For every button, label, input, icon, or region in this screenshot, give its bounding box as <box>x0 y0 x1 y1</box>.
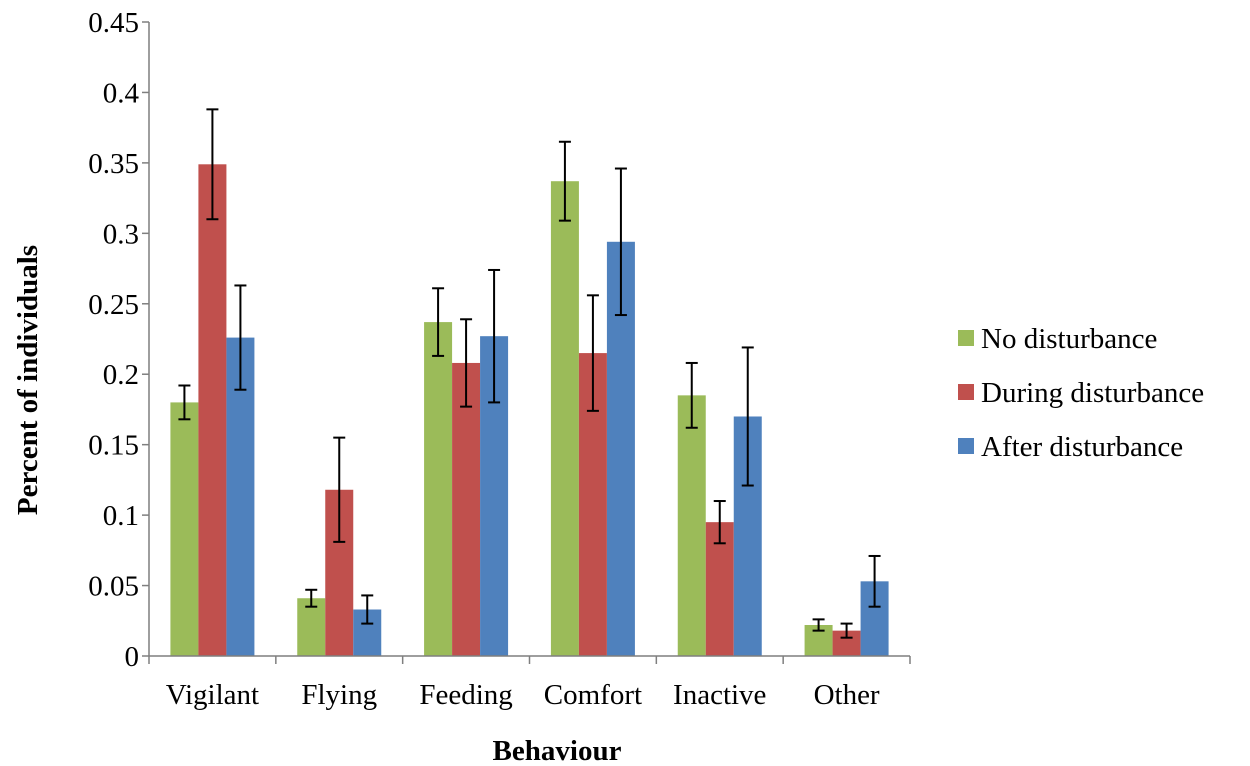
x-tick-label-feeding: Feeding <box>419 679 512 711</box>
error-bar-flying-1 <box>333 436 346 543</box>
bar-inactive-1 <box>705 522 734 656</box>
y-tick-label: 0 <box>125 641 140 673</box>
x-axis-title: Behaviour <box>493 735 622 766</box>
y-tick-label: 0.3 <box>103 218 139 250</box>
legend-item-0: No disturbance <box>958 323 1157 355</box>
legend-item-2: After disturbance <box>958 431 1183 463</box>
error-bars-layer <box>178 108 881 639</box>
bar-feeding-1 <box>452 362 481 656</box>
x-tick-label-comfort: Comfort <box>544 679 642 711</box>
bar-vigilant-1 <box>198 164 227 656</box>
legend-label: No disturbance <box>981 323 1157 355</box>
x-tick-label-inactive: Inactive <box>673 679 766 711</box>
error-bar-inactive-1 <box>713 500 726 545</box>
bar-comfort-0 <box>550 181 579 656</box>
error-bar-comfort-0 <box>558 140 571 222</box>
y-tick-label: 0.4 <box>103 77 140 109</box>
error-bar-other-1 <box>840 622 853 639</box>
y-axis-title: Percent of individuals <box>12 245 44 515</box>
legend-swatch <box>958 438 974 454</box>
error-bar-vigilant-1 <box>206 108 219 221</box>
bar-feeding-0 <box>424 322 453 656</box>
y-tick-label: 0.2 <box>103 359 139 391</box>
x-tick-label-other: Other <box>814 679 880 711</box>
bar-flying-0 <box>297 598 326 656</box>
error-bar-feeding-0 <box>432 287 445 357</box>
error-bar-other-2 <box>868 554 881 608</box>
error-bar-feeding-2 <box>488 268 501 404</box>
error-bar-inactive-0 <box>685 361 698 429</box>
y-tick-label: 0.15 <box>88 430 139 462</box>
y-tick-label: 0.25 <box>88 289 139 321</box>
error-bar-flying-0 <box>305 588 318 608</box>
error-bar-inactive-2 <box>741 346 754 487</box>
legend: No disturbance During disturbance After di… <box>958 323 1204 463</box>
y-tick-label: 0.1 <box>103 500 139 532</box>
error-bar-feeding-1 <box>460 318 473 408</box>
error-bar-comfort-1 <box>586 294 599 412</box>
error-bar-vigilant-2 <box>234 284 247 391</box>
bars-layer <box>170 164 889 656</box>
legend-label: After disturbance <box>981 431 1183 463</box>
x-tick-label-flying: Flying <box>301 679 377 711</box>
legend-label: During disturbance <box>981 377 1204 409</box>
x-tick-label-vigilant: Vigilant <box>166 679 259 711</box>
legend-swatch <box>958 384 974 400</box>
error-bar-other-0 <box>812 618 825 632</box>
error-bar-flying-2 <box>361 594 374 625</box>
y-tick-label: 0.35 <box>88 148 139 180</box>
bar-inactive-0 <box>677 395 706 656</box>
legend-item-1: During disturbance <box>958 377 1204 409</box>
y-tick-label: 0.05 <box>88 571 139 603</box>
bar-vigilant-0 <box>170 402 199 656</box>
error-bar-comfort-2 <box>614 167 627 317</box>
legend-swatch <box>958 330 974 346</box>
axes-layer: 0 0.05 0.1 0.15 0.2 0.25 0.3 0.35 0.4 0.45 Vigilan… <box>88 7 911 711</box>
error-bar-vigilant-0 <box>178 384 191 421</box>
y-tick-label: 0.45 <box>88 7 139 39</box>
